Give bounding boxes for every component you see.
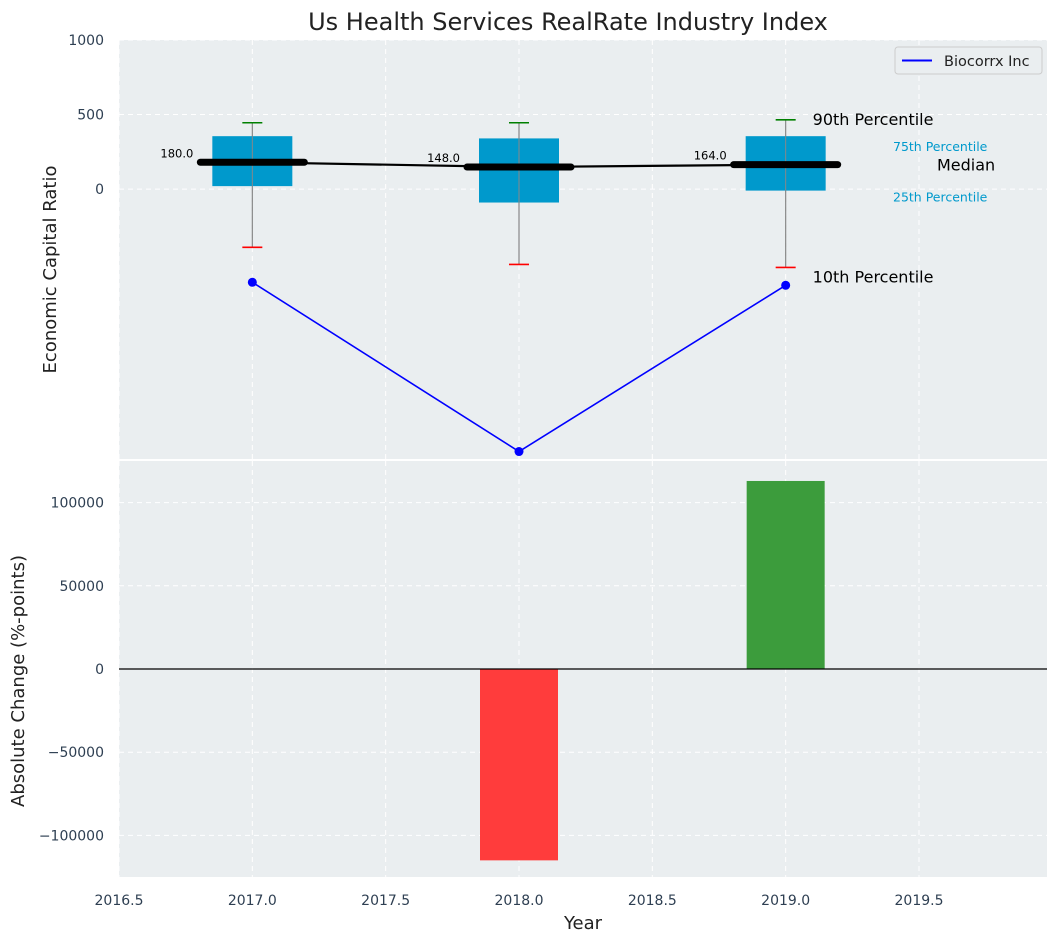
bottom-y-tick-label: 0 bbox=[95, 662, 104, 678]
bottom-y-tick-label: −100000 bbox=[39, 828, 104, 844]
annotation-90th-percentile: 90th Percentile bbox=[813, 110, 934, 129]
bottom-panel: 2016.5 2017.0 2017.5 2018.0 2018.5 2019.0 2019… bbox=[8, 461, 1047, 934]
bottom-y-tick-label: −50000 bbox=[48, 745, 104, 761]
annotation-75th-percentile: 75th Percentile bbox=[893, 139, 988, 154]
x-tick-label: 2018.0 bbox=[495, 893, 544, 909]
top-y-tick-label: 1000 bbox=[68, 33, 104, 49]
median-trend-line bbox=[252, 161, 786, 169]
median-value-label: 164.0 bbox=[694, 149, 727, 163]
top-y-tick-label: 500 bbox=[77, 108, 104, 124]
x-tick-label: 2016.5 bbox=[95, 893, 144, 909]
median-value-label: 148.0 bbox=[427, 151, 460, 165]
change-bar bbox=[480, 669, 558, 861]
x-tick-label: 2017.5 bbox=[361, 893, 410, 909]
company-series-point bbox=[781, 280, 791, 290]
x-axis-label: Year bbox=[563, 913, 603, 934]
company-series-point bbox=[514, 447, 524, 457]
annotation-median: Median bbox=[937, 156, 995, 175]
annotation-10th-percentile: 10th Percentile bbox=[813, 267, 934, 286]
x-tick-label: 2019.0 bbox=[761, 893, 810, 909]
legend-label: Biocorrx Inc bbox=[944, 54, 1030, 70]
bottom-y-axis-label: Absolute Change (%-points) bbox=[8, 555, 29, 807]
bottom-y-tick-label: 50000 bbox=[59, 579, 104, 595]
chart-title: Us Health Services RealRate Industry Ind… bbox=[308, 8, 828, 36]
top-y-axis-label: Economic Capital Ratio bbox=[40, 166, 61, 374]
legend: Biocorrx Inc bbox=[894, 46, 1043, 75]
legend-box bbox=[894, 46, 1043, 75]
median-value-label: 180.0 bbox=[160, 146, 193, 160]
bottom-y-tick-label: 100000 bbox=[51, 496, 104, 512]
top-panel-background bbox=[119, 40, 1047, 459]
x-tick-label: 2018.5 bbox=[628, 893, 677, 909]
x-tick-label: 2019.5 bbox=[895, 893, 944, 909]
annotation-25th-percentile: 25th Percentile bbox=[893, 190, 988, 205]
top-y-tick-label: 0 bbox=[95, 182, 104, 198]
change-bar bbox=[746, 480, 825, 669]
top-panel: 0 500 1000 Economic Capital Ratio 180.0 148.0… bbox=[40, 33, 1047, 459]
x-tick-label: 2017.0 bbox=[228, 893, 277, 909]
company-series-point bbox=[247, 277, 257, 287]
